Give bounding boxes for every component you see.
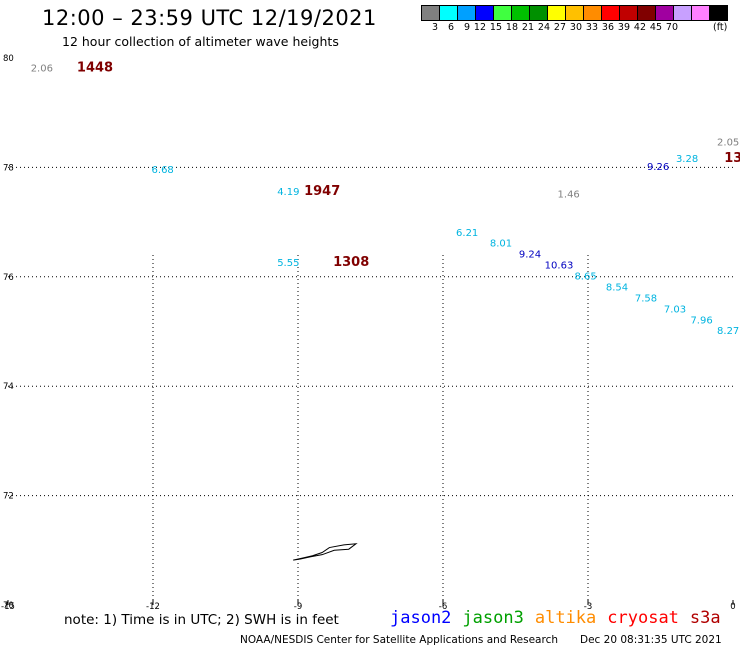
x-tick-label: 0 xyxy=(730,602,735,612)
wave-height-label: 9.26 xyxy=(647,162,669,173)
pass-time-label: 1448 xyxy=(77,61,113,76)
wave-height-label: 5.55 xyxy=(277,258,299,269)
wave-height-label: 8.65 xyxy=(574,272,596,283)
color-scale-label: 18 xyxy=(505,22,518,33)
x-tick-label: -9 xyxy=(294,602,302,612)
wave-height-label: 10.63 xyxy=(545,261,574,272)
color-scale-label: 9 xyxy=(463,22,470,33)
color-scale-label: 27 xyxy=(553,22,566,33)
satellite-legend-s3a: s3a xyxy=(689,608,721,628)
wave-height-label: 9.24 xyxy=(519,250,541,261)
wave-height-label: 6.68 xyxy=(152,165,174,176)
wave-height-label: 8.01 xyxy=(490,239,512,250)
color-scale-label: 70 xyxy=(665,22,678,33)
x-tick-label: -6 xyxy=(439,602,447,612)
pass-time-label: 1947 xyxy=(304,184,340,199)
chart-title: 12:00 – 23:59 UTC 12/19/2021 xyxy=(42,6,377,30)
wave-height-label: 8.54 xyxy=(606,282,628,293)
satellite-legend-jason2: jason2 xyxy=(390,608,452,628)
y-tick-label: 74 xyxy=(3,382,14,392)
chart-subtitle: 12 hour collection of altimeter wave hei… xyxy=(62,34,339,49)
satellite-legend-altika: altika xyxy=(534,608,597,628)
color-scale-label: 42 xyxy=(633,22,646,33)
color-scale-label: 36 xyxy=(601,22,614,33)
y-tick-label: 80 xyxy=(3,54,14,64)
wave-height-label: 3.28 xyxy=(676,154,698,165)
y-tick-label: 78 xyxy=(3,163,14,173)
wave-height-label: 4.19 xyxy=(277,187,299,198)
y-tick-label: 76 xyxy=(3,273,14,283)
color-scale-label: 39 xyxy=(617,22,630,33)
color-scale-label: 21 xyxy=(521,22,534,33)
x-tick-label: -15 xyxy=(1,602,15,612)
wave-height-label: 7.03 xyxy=(664,304,686,315)
color-scale-swatch xyxy=(709,5,728,21)
satellite-legend: jason2 jason3 altika cryosat s3a xyxy=(390,608,732,628)
y-tick-label: 72 xyxy=(3,492,14,502)
color-scale-label: 45 xyxy=(649,22,662,33)
color-scale-label: 30 xyxy=(569,22,582,33)
island-outline xyxy=(293,543,358,561)
color-scale-label: 3 xyxy=(431,22,438,33)
color-scale-label: 12 xyxy=(473,22,486,33)
color-scale-label: 6 xyxy=(447,22,454,33)
footer-timestamp: Dec 20 08:31:35 UTC 2021 xyxy=(580,634,722,646)
footer-credit: NOAA/NESDIS Center for Satellite Applica… xyxy=(240,634,558,646)
y-tick-label: 70 xyxy=(3,601,14,611)
wave-height-label: 2.05 xyxy=(717,138,739,149)
wave-height-label: 1.46 xyxy=(558,189,580,200)
color-scale-label: 24 xyxy=(537,22,550,33)
color-scale-unit: (ft) xyxy=(713,22,728,33)
color-scale-label: 33 xyxy=(585,22,598,33)
footer-note: note: 1) Time is in UTC; 2) SWH is in fe… xyxy=(64,612,339,628)
x-tick-label: -3 xyxy=(584,602,592,612)
color-scale-label: 15 xyxy=(489,22,502,33)
wave-height-label: 7.58 xyxy=(635,293,657,304)
pass-time-label: 130 xyxy=(724,151,740,166)
wave-height-label: 6.21 xyxy=(456,228,478,239)
wave-height-label: 7.96 xyxy=(690,315,712,326)
x-tick-label: -12 xyxy=(146,602,160,612)
wave-height-label: 8.27 xyxy=(717,326,739,337)
wave-height-label: 2.06 xyxy=(31,64,53,75)
satellite-legend-cryosat: cryosat xyxy=(607,608,679,628)
pass-time-label: 1308 xyxy=(333,255,369,270)
color-scale xyxy=(421,5,728,21)
color-scale-labels: 3 6 9 12 15 18 21 24 27 30 33 36 39 42 45 70 xyxy=(422,22,694,33)
satellite-legend-jason3: jason3 xyxy=(462,608,524,628)
